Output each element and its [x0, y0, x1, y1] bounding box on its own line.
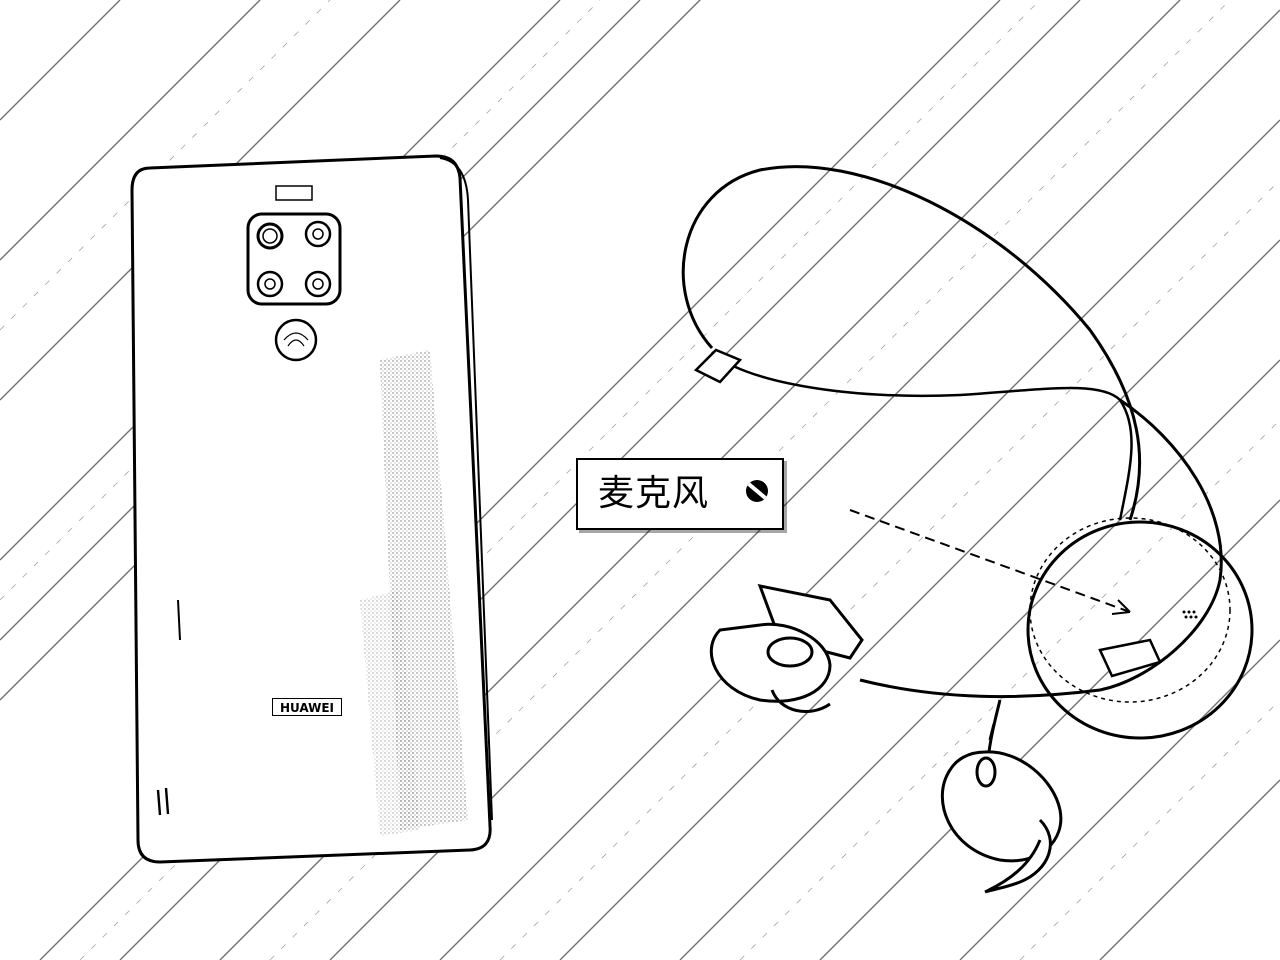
svg-text:HUAWEI: HUAWEI — [280, 701, 334, 715]
microphone-grille — [1182, 610, 1198, 619]
fingerprint-sensor-icon — [274, 318, 318, 362]
neckband-cable — [681, 165, 1142, 521]
control-module — [1098, 638, 1162, 678]
camera-module — [246, 212, 342, 306]
neckband-clip — [693, 348, 743, 384]
brand-logo: HUAWEI — [272, 698, 342, 716]
pointer-arrow-icon — [849, 509, 1131, 615]
no-entry-dot-icon — [746, 480, 768, 502]
camera-lens-icon — [304, 270, 332, 298]
camera-lens-icon — [304, 220, 332, 248]
camera-lens-icon — [256, 270, 284, 298]
callout-label: 麦克风 — [598, 473, 710, 514]
earbud-left — [709, 584, 864, 713]
microphone-callout: 麦克风 — [576, 458, 784, 530]
camera-lens-icon — [256, 222, 284, 250]
earbud-right — [940, 723, 1063, 894]
flash-module — [275, 185, 313, 201]
